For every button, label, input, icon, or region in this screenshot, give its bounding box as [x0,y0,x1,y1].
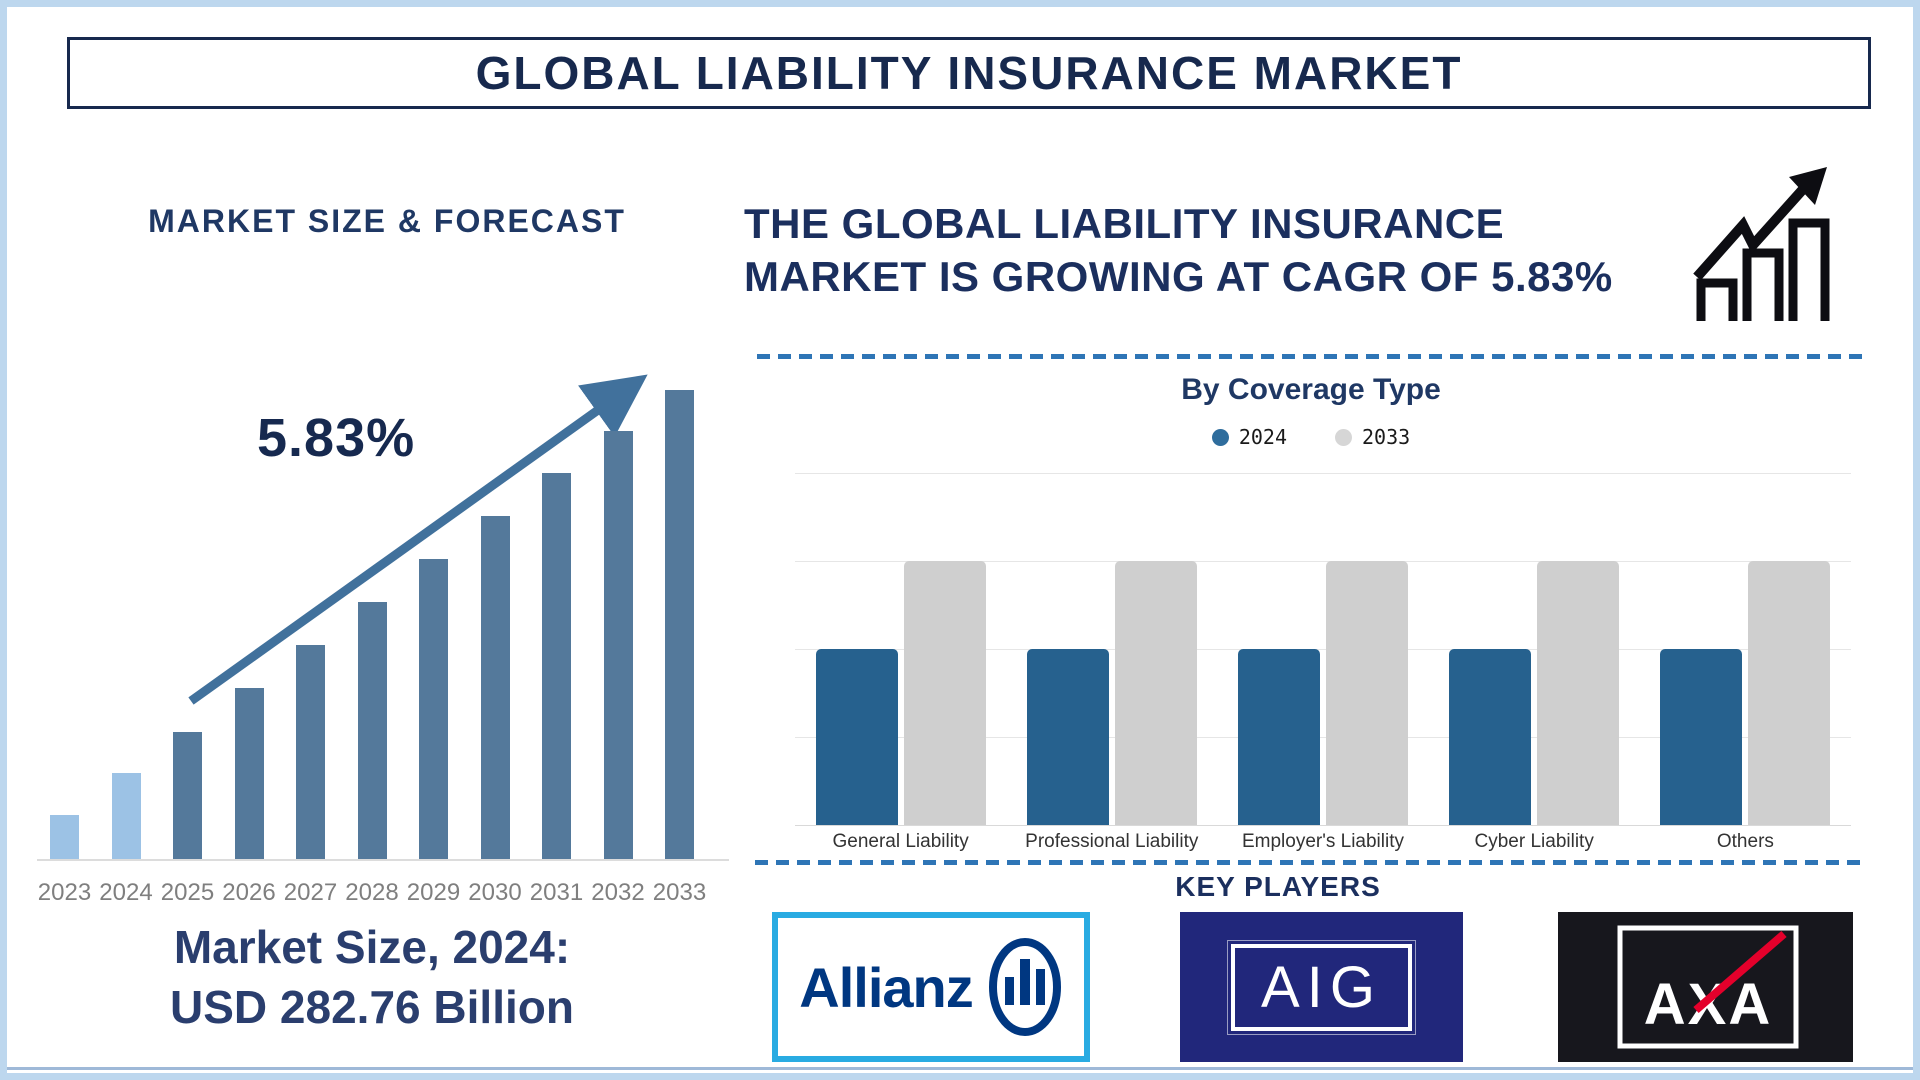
coverage-category-labels: General Liability Professional Liability E… [795,831,1851,857]
aig-frame: AIG [1227,939,1416,1035]
forecast-bar-2026 [234,688,264,860]
growth-statement-line2: MARKET IS GROWING AT CAGR OF 5.83% [744,253,1613,300]
coverage-bar-2024-professional-liability [1026,649,1109,825]
allianz-wordmark: Allianz [799,955,973,1019]
forecast-bar-2031 [542,473,571,860]
coverage-section-title: By Coverage Type [1181,373,1441,406]
key-players-title: KEY PLAYERS [1175,871,1381,902]
market-size-caption-line1: Market Size, 2024: [173,921,571,973]
year-label-2029: 2029 [406,879,461,906]
legend-item-2033: 2033 [1335,425,1410,449]
coverage-bar-2033-others [1748,561,1831,825]
legend-label-2033: 2033 [1362,425,1411,449]
coverage-bar-2024-employer-s-liability [1238,649,1320,825]
aig-logo: AIG [1180,912,1463,1062]
category-label-employer-s-liability: Employer's Liability [1241,831,1404,852]
allianz-circle-bars-icon [988,938,1061,1036]
year-label-2026: 2026 [222,879,276,906]
gridline-2 [795,649,1851,650]
coverage-bar-2024-cyber-liability [1449,649,1532,825]
gridline-1 [795,561,1851,562]
market-size-caption-line2: USD 282.76 Billion [170,981,574,1033]
aig-wordmark: AIG [1261,954,1382,1020]
axa-emblem: AXA [1617,925,1799,1049]
forecast-bar-2032 [603,431,633,860]
bottom-accent-line [7,1067,1913,1070]
coverage-bar-2024-others [1660,649,1743,825]
growth-bars-arrow-icon [1693,167,1830,321]
category-label-professional-liability: Professional Liability [1025,831,1199,852]
year-label-2033: 2033 [652,879,707,906]
cagr-annotation: 5.83% [257,408,416,468]
legend-label-2024: 2024 [1238,425,1287,449]
forecast-bar-2025 [173,732,202,860]
coverage-bar-2033-employer-s-liability [1326,561,1408,825]
year-label-2025: 2025 [160,879,215,906]
category-label-cyber-liability: Cyber Liability [1474,831,1594,852]
dashed-divider-top [757,354,1865,359]
legend-dot-2033-icon [1335,428,1352,446]
axa-logo: AXA [1558,912,1853,1062]
forecast-bar-2030 [480,516,510,860]
legend-dot-2024-icon [1211,428,1229,446]
legend-item-2024: 2024 [1211,425,1287,449]
baseline [795,825,1851,826]
year-label-2027: 2027 [283,879,338,906]
forecast-bar-2027 [296,645,325,860]
year-label-2030: 2030 [468,879,522,906]
coverage-type-chart [795,473,1851,826]
forecast-bar-2023 [50,815,79,860]
page-title: GLOBAL LIABILITY INSURANCE MARKET [475,47,1463,99]
trend-arrow-icon [188,374,648,705]
forecast-bar-2024 [111,773,141,860]
category-label-general-liability: General Liability [832,831,969,852]
coverage-bar-2033-professional-liability [1114,561,1197,825]
forecast-bar-2033 [665,390,694,860]
gridline-3 [795,737,1851,738]
growth-statement-line1: THE GLOBAL LIABILITY INSURANCE [744,200,1505,247]
coverage-bar-2033-cyber-liability [1537,561,1620,825]
coverage-legend: 2024 2033 [757,425,1865,449]
market-size-caption: Market Size, 2024: USD 282.76 Billion [47,917,697,1037]
axa-red-slash [1693,930,1787,1014]
left-chart-axis-line [37,859,729,861]
category-label-others: Others [1716,831,1774,852]
year-label-2032: 2032 [591,879,645,906]
left-section-title: MARKET SIZE & FORECAST [148,203,626,239]
gridline-0 [795,473,1851,474]
growth-statement: THE GLOBAL LIABILITY INSURANCE MARKET IS… [744,197,1704,303]
coverage-bar-2024-general-liability [815,649,898,825]
year-label-2023: 2023 [37,879,92,906]
year-label-2031: 2031 [529,879,584,906]
forecast-bar-2028 [357,602,387,860]
year-label-2028: 2028 [345,879,399,906]
market-size-forecast-chart [35,374,715,860]
year-label-2024: 2024 [99,879,153,906]
dashed-divider-bottom [755,860,1865,865]
title-bar: GLOBAL LIABILITY INSURANCE MARKET [67,37,1871,109]
allianz-logo: Allianz [772,912,1090,1062]
coverage-bar-2033-general-liability [903,561,986,825]
forecast-bar-2029 [419,559,448,860]
left-chart-year-labels: 2023 2024 2025 2026 2027 2028 2029 2030 2031 2032… [35,879,715,909]
